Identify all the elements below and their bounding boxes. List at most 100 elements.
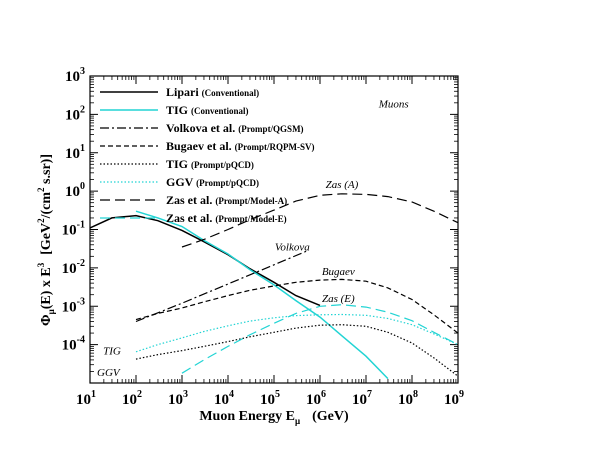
y-axis-label-unit-b: /(cm [39,192,54,220]
curve-annotations: Muons Zas (A) Volkova Bugaev Zas (E) TIG GGV [97,99,409,380]
y-tick-label-base: 10 [62,223,77,239]
y-axis-label: Φμ(E) x E3[GeV2/(cm2 s.sr)] [36,154,56,326]
y-tick-label-exponent: -1 [77,220,85,231]
series-line-3 [135,278,458,334]
y-axis-label-phi: Φ [39,314,54,326]
x-tick-label: 103 [168,389,188,408]
legend-series-tag: (Prompt/Model-E) [215,214,286,224]
legend-series-name: Zas et al. [166,211,215,225]
series-line-5 [135,313,458,353]
annotation-0: Muons [378,99,409,111]
legend-label-0: Lipari (Conventional) [166,85,259,99]
axis-ticks [89,75,459,384]
x-tick-label: 105 [260,389,280,408]
legend-series-name: TIG [166,157,191,171]
legend-label-6: Zas et al. (Prompt/Model-A) [166,193,287,207]
x-tick-label: 109 [444,389,464,408]
y-tick-label: 100 [65,181,85,200]
series-line-2 [135,250,307,323]
y-tick-label-exponent: -4 [77,335,85,346]
y-axis-label-unit-c: s.sr)] [39,154,54,187]
plot-frame [89,75,459,384]
legend-series-tag: (Conventional) [191,106,249,116]
annotation-1: Zas (A) [326,179,359,191]
x-tick-label: 102 [122,389,142,408]
legend-series-tag: (Prompt/Model-A) [215,196,287,206]
legend-label-4: TIG (Prompt/pQCD) [166,157,254,171]
y-tick-label-base: 10 [65,69,80,85]
legend-label-3: Bugaev et al. (Prompt/RQPM-SV) [166,139,315,153]
x-tick-label-exponent: 7 [367,389,372,400]
data-curves [90,193,458,380]
legend-series-tag: (Prompt/QGSM) [238,124,303,134]
y-tick-label-exponent: 3 [80,66,85,77]
y-tick-label-exponent: -2 [77,258,85,269]
annotation-2: Volkova [275,242,310,254]
legend: Lipari (Conventional)TIG (Conventional)V… [100,85,315,225]
legend-series-name: Volkova et al. [166,121,238,135]
annotation-5: TIG [103,346,121,358]
legend-label-7: Zas et al. (Prompt/Model-E) [166,211,287,225]
legend-series-tag: (Prompt/pQCD) [191,160,254,170]
series-line-0 [90,214,321,307]
y-tick-label: 10-2 [62,258,85,277]
y-tick-label-base: 10 [62,299,77,315]
y-tick-label-base: 10 [62,338,77,354]
legend-series-name: Bugaev et al. [166,139,235,153]
legend-series-name: Zas et al. [166,193,215,207]
y-axis-label-unit-exp1: 2 [36,218,46,223]
x-tick-label-exponent: 4 [229,389,234,400]
y-tick-label-base: 10 [65,107,80,123]
x-axis-label-main: Muon Energy E [199,409,295,424]
x-tick-label: 101 [76,389,96,408]
x-tick-label-exponent: 8 [413,389,418,400]
y-tick-label-base: 10 [62,261,77,277]
legend-series-name: TIG [166,103,191,117]
x-tick-label-exponent: 9 [459,389,464,400]
x-tick-label-exponent: 6 [321,389,326,400]
annotation-4: Zas (E) [322,293,355,305]
y-axis-label-phi-sub: μ [46,309,56,314]
x-axis-label-sub: μ [295,416,300,426]
legend-series-name: GGV [166,175,196,189]
legend-label-2: Volkova et al. (Prompt/QGSM) [166,121,304,135]
x-axis-label-unit: (GeV) [312,409,349,424]
series-line-4 [135,324,458,377]
x-axis-label: Muon Energy Eμ (GeV) [199,409,349,426]
y-tick-label: 10-1 [62,220,85,239]
x-tick-label-exponent: 5 [275,389,280,400]
y-tick-label: 10-4 [62,335,85,354]
x-tick-label-exponent: 3 [183,389,188,400]
legend-label-5: GGV (Prompt/pQCD) [166,175,259,189]
x-tick-label: 107 [352,389,372,408]
x-tick-labels: 101 102 103 104 105 106 107 108 109 [76,389,464,408]
y-tick-label: 103 [65,66,85,85]
y-axis-label-unit-exp2: 2 [36,187,46,192]
legend-series-tag: (Prompt/pQCD) [196,178,259,188]
y-tick-label-exponent: 2 [80,104,85,115]
series-line-1 [135,210,389,380]
legend-series-tag: (Conventional) [202,88,260,98]
annotation-3: Bugaev [322,266,355,278]
y-axis-label-exp: 3 [36,262,46,267]
y-tick-label-exponent: 1 [80,143,85,154]
legend-series-name: Lipari [166,85,202,99]
y-tick-label-exponent: -3 [77,296,85,307]
legend-series-tag: (Prompt/RQPM-SV) [235,142,315,152]
x-tick-label: 106 [306,389,326,408]
series-line-6 [181,193,458,248]
y-tick-label: 10-3 [62,296,85,315]
y-tick-label-exponent: 0 [80,181,85,192]
y-axis-label-unit-a: [GeV [39,223,54,255]
y-tick-label: 102 [65,104,85,123]
x-tick-label-exponent: 1 [91,389,96,400]
series-line-7 [181,304,458,374]
y-axis-label-mid: (E) x E [39,267,54,309]
x-tick-label-exponent: 2 [137,389,142,400]
x-tick-label: 108 [398,389,418,408]
legend-label-1: TIG (Conventional) [166,103,249,117]
y-tick-label-base: 10 [65,146,80,162]
y-tick-label: 101 [65,143,85,162]
